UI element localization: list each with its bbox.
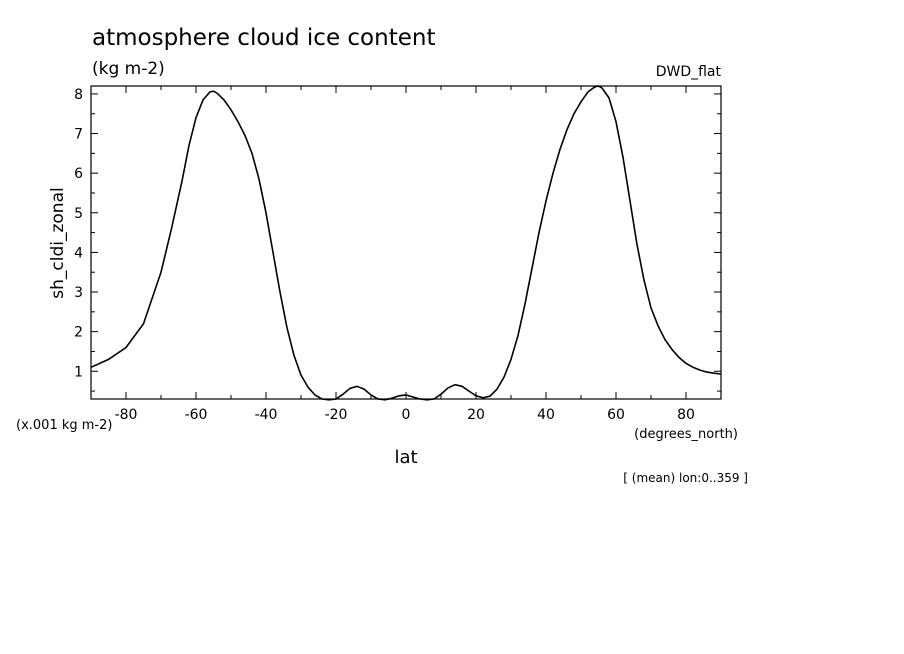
x-tick-label: 40 [537, 407, 555, 423]
x-axis-label: lat [394, 447, 417, 468]
x-tick-label: -60 [185, 407, 208, 423]
y-tick-label: 7 [74, 127, 83, 143]
x-tick-label: -40 [255, 407, 278, 423]
y-tick-label: 6 [74, 166, 83, 182]
units-label: (kg m-2) [92, 59, 165, 79]
series-line [90, 85, 722, 401]
y-tick-label: 3 [74, 285, 83, 301]
y-tick-label: 8 [74, 87, 83, 103]
y-axis-label: sh_cldi_zonal [48, 187, 68, 298]
x-tick-label: 60 [607, 407, 625, 423]
x-tick-label: -80 [115, 407, 138, 423]
y-scale-label: (x.001 kg m-2) [16, 418, 112, 433]
axis-ticks [90, 86, 722, 399]
chart-title: atmosphere cloud ice content [92, 25, 435, 51]
y-tick-label: 2 [74, 325, 83, 341]
x-tick-labels: -80 -60 -40 -20 0 20 40 60 80 [115, 407, 695, 423]
x-tick-label: 20 [467, 407, 485, 423]
plot-frame [90, 85, 722, 400]
x-tick-label: 80 [677, 407, 695, 423]
x-units-label: (degrees_north) [634, 427, 738, 442]
x-tick-label: -20 [325, 407, 348, 423]
y-tick-label: 1 [74, 364, 83, 380]
x-tick-label: 0 [402, 407, 411, 423]
y-tick-label: 4 [74, 245, 83, 261]
footer-label: [ (mean) lon:0..359 ] [623, 471, 748, 485]
y-tick-labels: 1 2 3 4 5 6 7 8 [74, 87, 83, 380]
model-label: DWD_flat [656, 64, 722, 80]
y-tick-label: 5 [74, 206, 83, 222]
